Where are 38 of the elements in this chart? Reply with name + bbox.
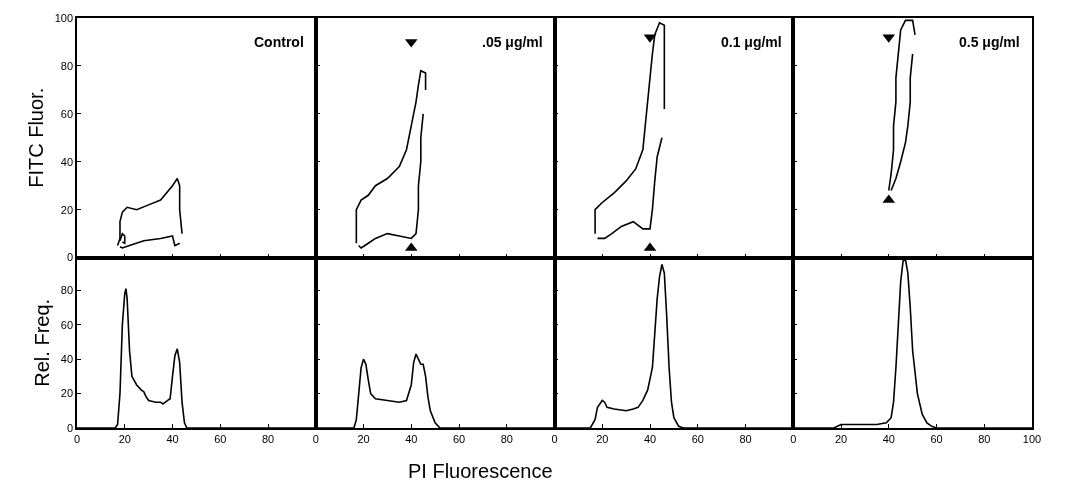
x-tick-label: 60 bbox=[691, 432, 704, 445]
x-tick-label: 0 bbox=[790, 432, 797, 445]
x-tick-label: 20 bbox=[118, 432, 131, 445]
x-tick-label: 60 bbox=[930, 432, 943, 445]
annotation: 0.5 μg/ml bbox=[959, 34, 1020, 50]
x-tick-label: 80 bbox=[978, 432, 991, 445]
x-tick-label: 80 bbox=[500, 432, 513, 445]
x-tick-label: 40 bbox=[166, 432, 179, 445]
y-tick-label: 60 bbox=[60, 107, 74, 120]
y-tick-label: 40 bbox=[60, 155, 74, 168]
x-tick-label: 0 bbox=[312, 432, 319, 445]
x-tick-label: 40 bbox=[882, 432, 895, 445]
y-tick-label: 40 bbox=[60, 352, 74, 365]
annotation: Control bbox=[254, 34, 304, 50]
x-tick-label: 80 bbox=[739, 432, 752, 445]
x-tick-label: 40 bbox=[405, 432, 418, 445]
x-tick-label: 20 bbox=[596, 432, 609, 445]
x-tick-label: 20 bbox=[357, 432, 370, 445]
x-tick-label: 20 bbox=[834, 432, 848, 445]
y-tick-label: 20 bbox=[60, 203, 74, 216]
y-tick-label: 100 bbox=[54, 11, 74, 24]
x-tick-label: 100 bbox=[1022, 432, 1042, 445]
x-tick-label: 60 bbox=[214, 432, 227, 445]
y-tick-label: 0 bbox=[66, 421, 74, 434]
y-axis-title: Rel. Freq. bbox=[30, 298, 53, 387]
x-tick-label: 40 bbox=[643, 432, 657, 445]
x-tick-label: 80 bbox=[261, 432, 275, 445]
annotation: .05 μg/ml bbox=[482, 34, 543, 50]
y-tick-label: 60 bbox=[60, 318, 74, 331]
y-tick-label: 80 bbox=[60, 59, 74, 72]
y-axis-title: FITC Fluor. bbox=[24, 87, 47, 188]
x-axis-title: PI Fluorescence bbox=[408, 460, 553, 482]
x-tick-label: 60 bbox=[452, 432, 466, 445]
y-tick-label: 0 bbox=[66, 251, 74, 264]
x-tick-label: 0 bbox=[551, 432, 558, 445]
y-tick-label: 80 bbox=[60, 284, 74, 297]
y-tick-label: 20 bbox=[60, 387, 74, 400]
annotation: 0.1 μg/ml bbox=[721, 34, 782, 50]
